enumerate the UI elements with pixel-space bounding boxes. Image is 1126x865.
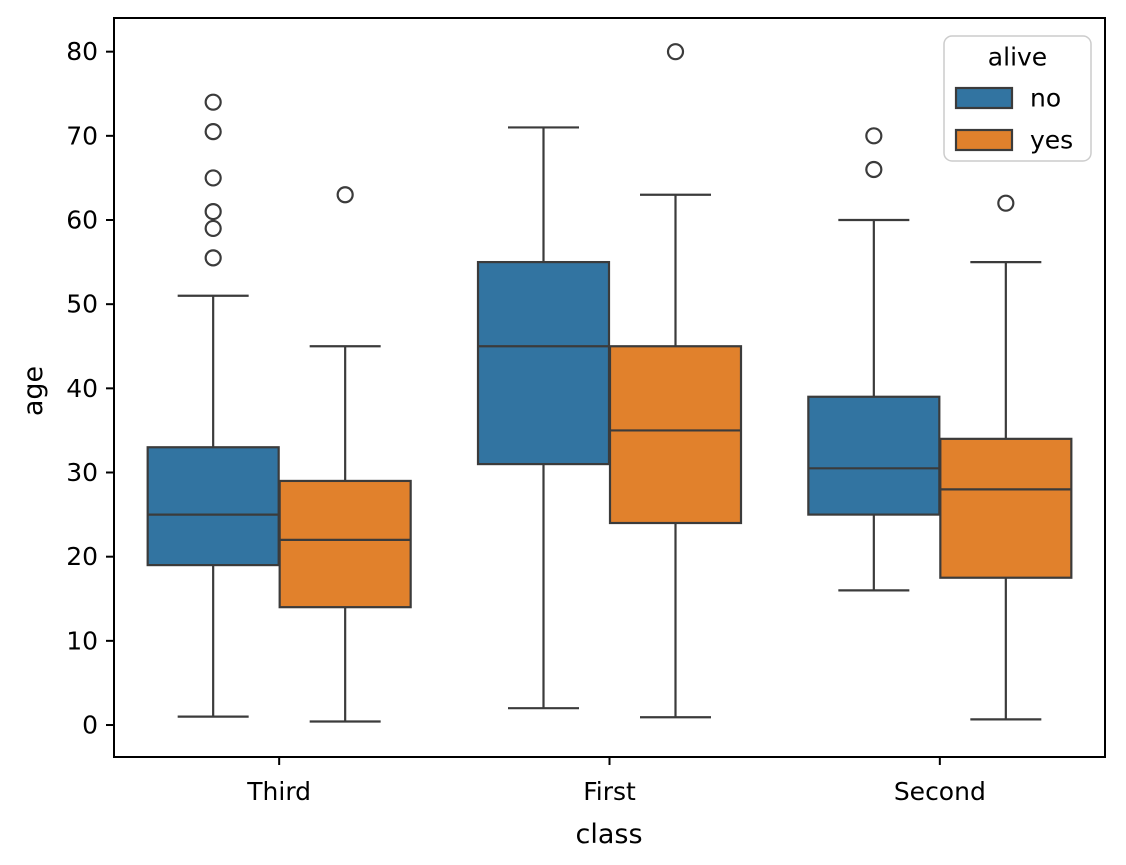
outlier-point [865,160,883,179]
x-tick-label: First [583,777,636,806]
x-tick-label: Second [894,777,986,806]
outlier-point [997,194,1015,212]
x-axis-label: class [575,819,642,850]
legend-label-yes: yes [1030,126,1073,155]
y-tick-label: 30 [66,458,98,487]
legend-swatch-yes [954,128,1014,152]
box-no-second [807,395,941,516]
outlier-point [204,219,222,238]
legend-label-no: no [1030,84,1061,113]
y-tick-label: 70 [66,121,98,150]
outlier-point [204,202,222,221]
x-tick-label: Third [246,777,311,806]
outlier-point [204,169,222,187]
axes-frame [113,17,1106,758]
outlier-point [204,93,222,111]
box-yes-first [608,345,743,525]
box-no-first [476,260,611,466]
y-tick-label: 60 [66,206,98,235]
legend-title: alive [988,43,1047,72]
box-yes-second [939,437,1073,579]
y-tick-label: 10 [66,626,98,655]
chart-layer: 0 10 20 30 40 50 60 70 80 Third First Second alive no… [66,17,1106,806]
y-tick-label: 80 [66,37,98,66]
box-yes-third [278,479,412,609]
outlier-point [336,186,354,204]
outlier-point [204,249,222,267]
outlier-point [666,43,685,61]
y-tick-label: 20 [66,542,98,571]
outlier-point [204,123,222,141]
box-no-third [146,446,280,567]
legend-swatch-no [954,86,1014,110]
y-axis-label: age [18,366,49,416]
y-tick-label: 50 [66,290,98,319]
y-tick-label: 0 [82,711,98,740]
outlier-point [865,127,883,145]
y-tick-label: 40 [66,374,98,403]
